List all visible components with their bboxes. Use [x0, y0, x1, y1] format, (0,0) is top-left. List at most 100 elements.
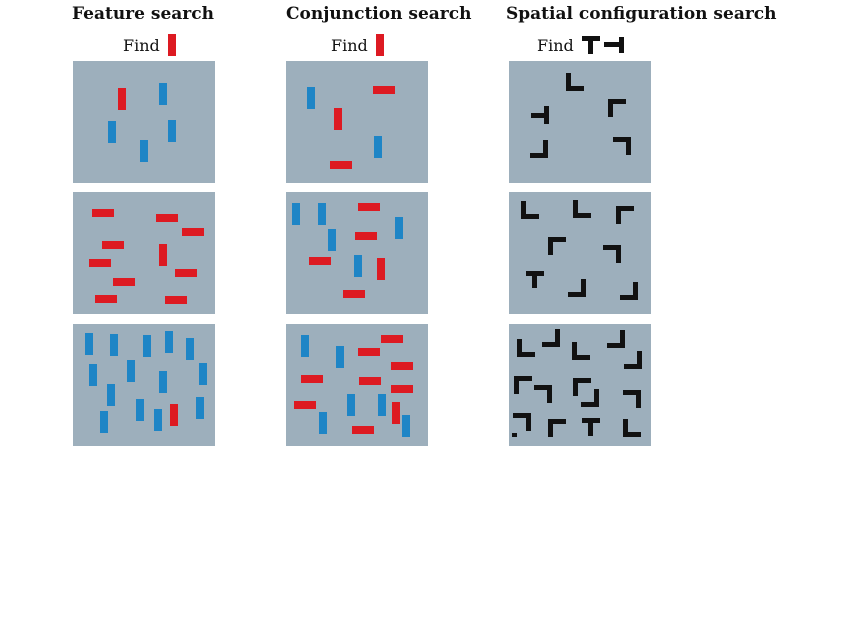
spatial-configuration-search-title: Spatial configuration search [506, 4, 777, 24]
conjunction-search-panel-2 [286, 192, 428, 314]
blue-vertical-bar-icon [89, 364, 97, 386]
blue-vertical-bar-icon [85, 333, 93, 355]
red-horizontal-bar-icon [391, 362, 413, 370]
red-horizontal-bar-icon [301, 375, 323, 383]
blue-vertical-bar-icon [347, 394, 355, 416]
red-horizontal-bar-icon [358, 203, 380, 211]
blue-vertical-bar-icon [292, 203, 300, 225]
red-horizontal-bar-icon [95, 295, 117, 303]
L-glyph-icon [603, 245, 621, 263]
red-horizontal-bar-icon [182, 228, 204, 236]
red-vertical-bar-icon [118, 88, 126, 110]
blue-vertical-bar-icon [395, 217, 403, 239]
L-glyph-icon [566, 73, 584, 91]
blue-vertical-bar-icon [159, 83, 167, 105]
blue-vertical-bar-icon [165, 331, 173, 353]
conjunction-search-title: Conjunction search [286, 4, 472, 24]
red-horizontal-bar-icon [359, 377, 381, 385]
L-glyph-icon [514, 376, 532, 394]
L-glyph-icon [512, 433, 517, 437]
L-glyph-icon [521, 201, 539, 219]
L-glyph-icon [572, 342, 590, 360]
L-glyph-icon [624, 351, 642, 369]
red-vertical-bar-icon [159, 244, 167, 266]
red-horizontal-bar-icon [355, 232, 377, 240]
find-label: Find [537, 35, 574, 55]
L-glyph-icon [530, 140, 548, 158]
feature-find-row: Find [123, 33, 176, 57]
red-horizontal-bar-icon [330, 161, 352, 169]
blue-vertical-bar-icon [143, 335, 151, 357]
blue-vertical-bar-icon [140, 140, 148, 162]
blue-vertical-bar-icon [319, 412, 327, 434]
L-glyph-icon [607, 330, 625, 348]
blue-vertical-bar-icon [328, 229, 336, 251]
blue-vertical-bar-icon [336, 346, 344, 368]
L-glyph-icon [581, 389, 599, 407]
blue-vertical-bar-icon [100, 411, 108, 433]
red-horizontal-bar-icon [294, 401, 316, 409]
find-label: Find [331, 35, 368, 55]
red-vertical-bar-icon [167, 34, 176, 56]
L-glyph-icon [623, 390, 641, 408]
red-horizontal-bar-icon [343, 290, 365, 298]
red-horizontal-bar-icon [373, 86, 395, 94]
blue-vertical-bar-icon [127, 360, 135, 382]
L-glyph-icon [542, 329, 560, 347]
blue-vertical-bar-icon [108, 121, 116, 143]
L-glyph-icon [513, 413, 531, 431]
L-glyph-icon [573, 200, 591, 218]
red-horizontal-bar-icon [113, 278, 135, 286]
red-horizontal-bar-icon [102, 241, 124, 249]
L-glyph-icon [531, 106, 549, 124]
L-glyph-icon [548, 419, 566, 437]
T-glyph-icon [582, 418, 600, 436]
red-vertical-bar-icon [375, 34, 384, 56]
feature-search-panel-1 [73, 61, 215, 183]
T-glyph-rotated-icon [603, 37, 624, 53]
conjunction-find-row: Find [331, 33, 384, 57]
spatial-search-panel-3 [509, 324, 651, 446]
blue-vertical-bar-icon [196, 397, 204, 419]
blue-vertical-bar-icon [374, 136, 382, 158]
red-horizontal-bar-icon [89, 259, 111, 267]
red-vertical-bar-icon [170, 404, 178, 426]
red-horizontal-bar-icon [352, 426, 374, 434]
L-glyph-icon [620, 282, 638, 300]
red-horizontal-bar-icon [165, 296, 187, 304]
red-horizontal-bar-icon [175, 269, 197, 277]
glyph-layer [521, 200, 638, 300]
red-horizontal-bar-icon [156, 214, 178, 222]
spatial-search-panel-2 [509, 192, 651, 314]
blue-vertical-bar-icon [136, 399, 144, 421]
red-horizontal-bar-icon [309, 257, 331, 265]
blue-vertical-bar-icon [307, 87, 315, 109]
blue-vertical-bar-icon [402, 415, 410, 437]
red-horizontal-bar-icon [381, 335, 403, 343]
feature-search-panel-2 [73, 192, 215, 314]
red-horizontal-bar-icon [92, 209, 114, 217]
L-glyph-icon [623, 419, 641, 437]
conjunction-search-panel-1 [286, 61, 428, 183]
L-glyph-icon [613, 137, 631, 155]
red-vertical-bar-icon [334, 108, 342, 130]
blue-vertical-bar-icon [378, 394, 386, 416]
red-vertical-bar-icon [377, 258, 385, 280]
feature-search-title: Feature search [72, 4, 214, 24]
red-horizontal-bar-icon [391, 385, 413, 393]
spatial-search-panel-1 [509, 61, 651, 183]
find-label: Find [123, 35, 160, 55]
spatial-find-row: Find [537, 33, 624, 57]
conjunction-search-panel-3 [286, 324, 428, 446]
blue-vertical-bar-icon [168, 120, 176, 142]
blue-vertical-bar-icon [154, 409, 162, 431]
L-glyph-icon [608, 99, 626, 117]
L-glyph-icon [517, 339, 535, 357]
T-glyph-icon [581, 36, 600, 54]
feature-search-panel-3 [73, 324, 215, 446]
L-glyph-icon [548, 237, 566, 255]
blue-vertical-bar-icon [318, 203, 326, 225]
L-glyph-icon [616, 206, 634, 224]
blue-vertical-bar-icon [199, 363, 207, 385]
blue-vertical-bar-icon [301, 335, 309, 357]
